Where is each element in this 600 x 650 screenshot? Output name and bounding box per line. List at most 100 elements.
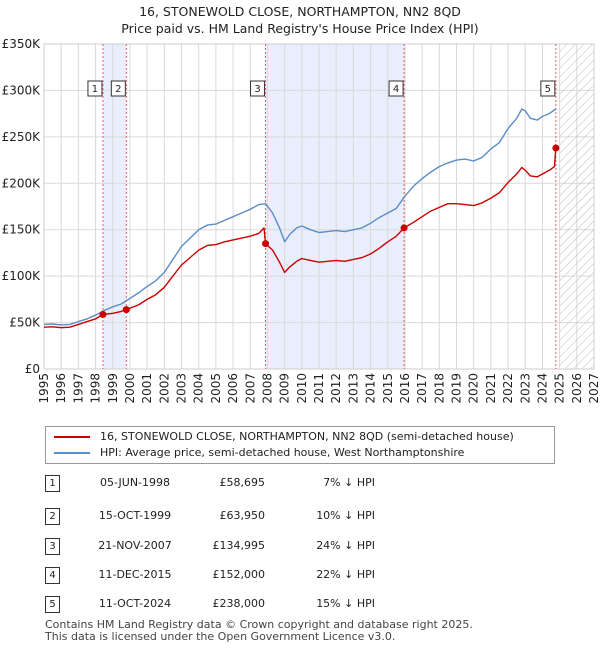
footer-copyright: Contains HM Land Registry data © Crown c…	[45, 618, 473, 631]
transaction-price: £58,695	[219, 476, 266, 489]
x-tick-label: 2004	[192, 373, 206, 404]
sale-marker-label: 1	[92, 84, 98, 95]
sale-marker-box	[87, 80, 103, 97]
x-tick-label: 2005	[209, 373, 223, 404]
y-tick-label: £200K	[2, 176, 42, 190]
legend: 16, STONEWOLD CLOSE, NORTHAMPTON, NN2 8Q…	[45, 426, 555, 464]
hpi-line	[43, 108, 557, 326]
transaction-date: 05-JUN-1998	[99, 476, 171, 489]
x-tick-label: 2016	[398, 373, 412, 404]
transaction-date: 11-DEC-2015	[98, 568, 172, 581]
transaction-hpi: 10% ↓ HPI	[316, 509, 375, 522]
x-tick-label: 2014	[364, 373, 378, 404]
x-tick-label: 2010	[295, 373, 309, 404]
transaction-date: 21-NOV-2007	[98, 539, 172, 552]
y-tick-label: £300K	[2, 83, 42, 97]
chart-subtitle: Price paid vs. HM Land Registry's House …	[121, 21, 479, 36]
footer: Contains HM Land Registry data © Crown c…	[45, 619, 473, 643]
x-tick-label: 2027	[587, 373, 600, 404]
x-tick-label: 2000	[123, 373, 137, 404]
sale-point	[122, 306, 130, 314]
legend-item-hpi: HPI: Average price, semi-detached house,…	[54, 446, 464, 459]
x-tick-label: 2026	[570, 373, 584, 404]
x-tick-label: 2020	[467, 373, 481, 404]
future-hatch	[559, 44, 594, 369]
x-tick-label: 2007	[243, 373, 257, 404]
x-tick-label: 1999	[106, 373, 120, 404]
transaction-price: £152,000	[212, 568, 266, 581]
sale-point	[262, 240, 270, 248]
sale-marker-label: 3	[254, 84, 260, 95]
x-tick-label: 1996	[54, 373, 68, 404]
transaction-hpi: 15% ↓ HPI	[316, 597, 375, 610]
x-tick-label: 2003	[175, 373, 189, 404]
y-tick-label: £100K	[2, 269, 42, 283]
x-tick-label: 2009	[278, 373, 292, 404]
sale-marker-box	[110, 80, 126, 97]
transaction-hpi: 7% ↓ HPI	[323, 476, 375, 489]
x-tick-label: 1998	[89, 373, 103, 404]
transaction-hpi: 24% ↓ HPI	[316, 539, 375, 552]
sale-marker-label: 5	[545, 84, 551, 95]
transaction-number: 1	[45, 475, 60, 492]
y-tick-label: £150K	[2, 223, 42, 237]
x-tick-label: 2001	[140, 373, 154, 404]
sale-point	[552, 144, 560, 152]
x-tick-label: 2002	[157, 373, 171, 404]
x-tick-label: 2008	[260, 373, 274, 404]
sale-point	[99, 310, 107, 318]
transaction-price: £63,950	[219, 509, 266, 522]
transaction-hpi: 22% ↓ HPI	[316, 568, 375, 581]
legend-swatch-hpi	[54, 451, 90, 454]
sale-marker-label: 2	[115, 84, 121, 95]
transaction-date: 11-OCT-2024	[98, 597, 172, 610]
x-tick-label: 2011	[312, 373, 326, 404]
shaded-span	[265, 44, 405, 369]
sale-marker-box	[250, 80, 266, 97]
plot-border	[43, 43, 595, 370]
transaction-number: 5	[45, 596, 60, 613]
legend-label-price: 16, STONEWOLD CLOSE, NORTHAMPTON, NN2 8Q…	[100, 430, 514, 443]
y-tick-label: £0	[25, 362, 40, 376]
transaction-number: 2	[45, 508, 60, 525]
transaction-row: 4 11-DEC-2015 £152,000 22% ↓ HPI	[45, 567, 565, 585]
chart-title: 16, STONEWOLD CLOSE, NORTHAMPTON, NN2 8Q…	[139, 4, 461, 19]
x-tick-label: 2023	[518, 373, 532, 404]
x-tick-label: 1995	[37, 373, 51, 404]
x-tick-label: 2006	[226, 373, 240, 404]
transaction-row: 2 15-OCT-1999 £63,950 10% ↓ HPI	[45, 508, 565, 526]
transaction-date: 15-OCT-1999	[98, 509, 172, 522]
legend-item-price: 16, STONEWOLD CLOSE, NORTHAMPTON, NN2 8Q…	[54, 430, 514, 443]
footer-license: This data is licensed under the Open Gov…	[45, 630, 396, 643]
y-tick-label: £250K	[2, 130, 42, 144]
shaded-span	[102, 44, 127, 369]
y-tick-label: £50K	[9, 316, 41, 330]
x-tick-label: 2019	[450, 373, 464, 404]
sale-point	[400, 224, 408, 232]
chart-area: 1 2 3 4 5 £0 £50K £100K £150K £200K £250K £300K £35…	[2, 37, 600, 404]
sale-marker-label: 4	[393, 84, 399, 95]
price-paid-line	[43, 147, 557, 329]
transaction-row: 1 05-JUN-1998 £58,695 7% ↓ HPI	[45, 475, 565, 493]
transaction-row: 5 11-OCT-2024 £238,000 15% ↓ HPI	[45, 596, 565, 614]
transaction-row: 3 21-NOV-2007 £134,995 24% ↓ HPI	[45, 538, 565, 556]
x-tick-label: 2013	[346, 373, 360, 404]
transaction-price: £134,995	[212, 539, 266, 552]
x-tick-label: 2025	[553, 373, 567, 404]
x-tick-label: 2017	[415, 373, 429, 404]
legend-swatch-price	[54, 435, 90, 438]
x-tick-label: 2024	[535, 373, 549, 404]
x-tick-label: 2018	[432, 373, 446, 404]
transaction-price: £238,000	[212, 597, 266, 610]
legend-label-hpi: HPI: Average price, semi-detached house,…	[100, 446, 465, 459]
x-tick-label: 2022	[501, 373, 515, 404]
x-tick-label: 2015	[381, 373, 395, 404]
sale-marker-box	[388, 80, 404, 97]
y-tick-label: £350K	[2, 37, 42, 51]
x-tick-label: 1997	[71, 373, 85, 404]
x-tick-label: 2021	[484, 373, 498, 404]
x-tick-label: 2012	[329, 373, 343, 404]
sale-marker-box	[540, 80, 556, 97]
transaction-number: 3	[45, 538, 60, 555]
transaction-number: 4	[45, 567, 60, 584]
